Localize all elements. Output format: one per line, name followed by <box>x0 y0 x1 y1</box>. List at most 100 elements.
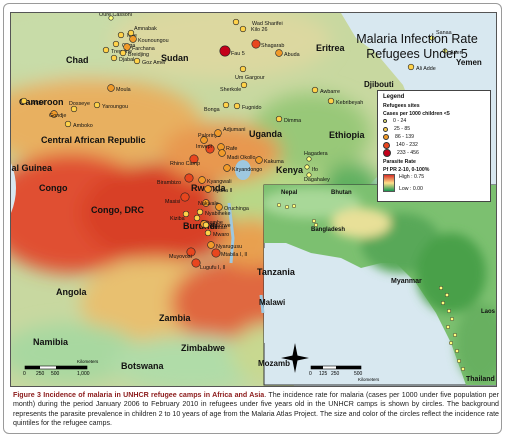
camp-circle[interactable] <box>207 241 215 249</box>
camp-marker[interactable]: Amboko <box>64 120 93 129</box>
camp-marker[interactable]: Kyaka II <box>204 185 233 194</box>
camp-circle[interactable] <box>189 154 199 164</box>
camp-marker[interactable]: Langui <box>20 97 44 106</box>
camp-circle[interactable] <box>64 120 72 128</box>
camp-circle[interactable] <box>211 248 221 258</box>
camp-circle-asia[interactable] <box>440 300 446 306</box>
camp-circle[interactable] <box>255 156 263 164</box>
camp-circle[interactable] <box>196 208 204 216</box>
camp-marker[interactable]: Rhino Camp <box>170 154 200 167</box>
camp-circle[interactable] <box>223 164 231 172</box>
camp-marker[interactable]: Dosseye <box>69 101 90 113</box>
camp-marker[interactable]: Madi Okollo <box>218 149 256 161</box>
camp-circle[interactable] <box>232 18 240 26</box>
camp-marker[interactable]: Oure Cassoni <box>99 13 132 21</box>
camp-marker[interactable]: Fau 5 <box>219 45 245 57</box>
camp-marker[interactable]: Oruchinga <box>215 203 249 212</box>
camp-circle[interactable] <box>107 84 115 92</box>
camp-circle-asia[interactable] <box>460 366 466 372</box>
camp-circle[interactable] <box>191 258 201 268</box>
camp-circle-asia[interactable] <box>445 324 451 330</box>
camp-circle[interactable] <box>102 46 110 54</box>
camp-marker[interactable]: Fugnido <box>233 102 261 111</box>
camp-marker[interactable]: Kebribeyah <box>327 97 363 106</box>
camp-marker[interactable]: Dagahaley <box>304 172 330 183</box>
camp-circle[interactable] <box>204 229 212 237</box>
camp-marker[interactable]: Kounoungou <box>129 35 169 44</box>
camp-marker[interactable]: Farchana <box>123 43 155 52</box>
camp-marker[interactable]: Kiryandongo <box>223 164 263 173</box>
camp-circle[interactable] <box>193 214 201 222</box>
camp-circle[interactable] <box>180 192 190 202</box>
camp-circle-asia[interactable] <box>452 332 458 338</box>
camp-marker[interactable]: Wad Sharifei <box>232 18 283 27</box>
camp-marker[interactable]: Adjumani <box>214 127 246 137</box>
camp-circle-asia[interactable] <box>276 202 282 208</box>
camp-circle-asia[interactable] <box>446 308 452 314</box>
camp-circle[interactable] <box>186 247 196 257</box>
camp-circle[interactable] <box>200 136 208 144</box>
camp-marker[interactable]: Goz Amer <box>133 57 166 66</box>
camp-marker[interactable]: Mwaro <box>204 229 229 238</box>
camp-circle-asia[interactable] <box>284 204 290 210</box>
camp-marker[interactable]: Ifo <box>304 164 318 173</box>
camp-marker[interactable]: Nyarugusu <box>207 241 242 250</box>
camp-marker[interactable]: Palorinya <box>198 133 220 144</box>
camp-marker[interactable]: Sherkole <box>220 81 248 93</box>
camp-circle[interactable] <box>93 101 101 109</box>
camp-circle[interactable] <box>275 49 283 57</box>
camp-circle-asia[interactable] <box>449 316 455 322</box>
camp-circle[interactable] <box>117 31 125 39</box>
camp-marker[interactable]: Ali Adde <box>407 63 436 72</box>
camp-marker[interactable]: Birambizo <box>157 173 194 186</box>
camp-circle[interactable] <box>306 156 312 162</box>
camp-marker[interactable]: Mtabila I, II <box>211 248 248 258</box>
camp-marker[interactable]: Hagadera <box>304 151 328 162</box>
camp-circle[interactable] <box>112 40 120 48</box>
camp-marker[interactable]: Imvepi <box>196 144 215 154</box>
camp-circle[interactable] <box>184 173 194 183</box>
camp-marker[interactable]: Bonga <box>204 101 230 113</box>
camp-circle[interactable] <box>275 115 283 123</box>
camp-circle[interactable] <box>129 35 137 43</box>
camp-circle[interactable] <box>127 29 135 37</box>
camp-marker[interactable]: Kyangwali <box>198 176 232 185</box>
camp-circle[interactable] <box>233 102 241 110</box>
camp-marker[interactable]: Yaroungou <box>93 101 128 110</box>
camp-marker[interactable]: Masisi <box>165 192 190 205</box>
camp-circle[interactable] <box>217 143 225 151</box>
camp-circle-asia[interactable] <box>311 218 317 224</box>
camp-marker[interactable]: Breidjing <box>119 49 149 58</box>
camp-circle-asia[interactable] <box>448 340 454 346</box>
camp-circle[interactable] <box>119 49 127 57</box>
camp-marker[interactable]: Nakivale <box>198 199 219 207</box>
camp-marker[interactable]: Dimma <box>275 115 301 124</box>
camp-marker[interactable]: Muyovosi <box>169 247 196 260</box>
camp-circle[interactable] <box>304 164 310 170</box>
camp-marker[interactable]: Gondje <box>49 110 66 119</box>
camp-marker[interactable]: Awbarre <box>311 86 340 95</box>
camp-circle[interactable] <box>327 97 335 105</box>
camp-marker[interactable]: Kiziba <box>170 210 190 222</box>
camp-circle-asia[interactable] <box>313 222 319 228</box>
camp-marker[interactable]: Nyabiheke <box>196 208 230 217</box>
camp-marker[interactable]: Kakuma <box>255 156 284 165</box>
camp-circle[interactable] <box>205 144 215 154</box>
camp-circle[interactable] <box>222 101 230 109</box>
camp-marker[interactable]: Amnabak <box>127 26 157 37</box>
camp-marker[interactable]: Aden <box>442 48 463 56</box>
camp-marker[interactable]: Shagarab <box>251 39 285 49</box>
camp-circle[interactable] <box>407 63 415 71</box>
camp-circle[interactable] <box>202 199 210 207</box>
camp-circle[interactable] <box>202 221 210 229</box>
camp-marker[interactable]: Djabal <box>110 54 134 63</box>
camp-circle[interactable] <box>204 185 212 193</box>
camp-circle[interactable] <box>50 110 58 118</box>
map-canvas[interactable]: 0 250 500 1,000 Kilometers 0 125 250 500… <box>11 13 497 387</box>
camp-circle[interactable] <box>306 172 312 178</box>
camp-marker[interactable]: Lugufu I, II <box>191 258 226 271</box>
camp-circle[interactable] <box>198 176 206 184</box>
camp-circle[interactable] <box>110 54 118 62</box>
camp-circle[interactable] <box>219 45 231 57</box>
